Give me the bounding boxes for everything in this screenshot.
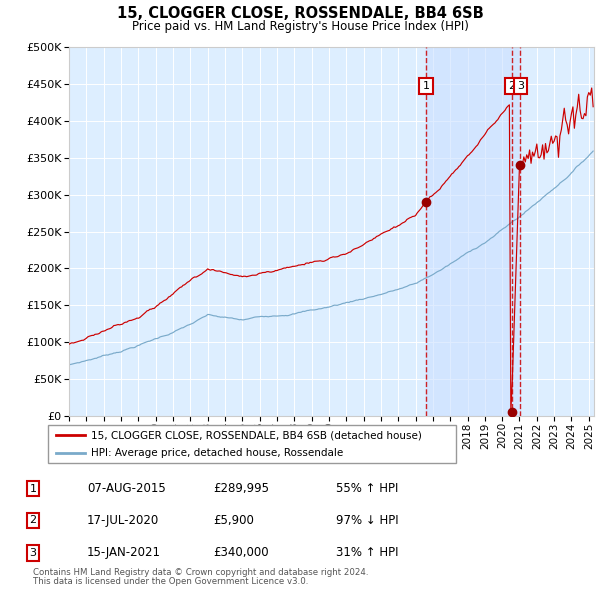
Text: 15-JAN-2021: 15-JAN-2021: [87, 546, 161, 559]
Text: 15, CLOGGER CLOSE, ROSSENDALE, BB4 6SB (detached house): 15, CLOGGER CLOSE, ROSSENDALE, BB4 6SB (…: [91, 430, 422, 440]
Text: 15, CLOGGER CLOSE, ROSSENDALE, BB4 6SB: 15, CLOGGER CLOSE, ROSSENDALE, BB4 6SB: [116, 6, 484, 21]
Text: Price paid vs. HM Land Registry's House Price Index (HPI): Price paid vs. HM Land Registry's House …: [131, 20, 469, 33]
FancyBboxPatch shape: [48, 425, 456, 463]
Text: £340,000: £340,000: [213, 546, 269, 559]
Text: 3: 3: [517, 81, 524, 91]
Text: HPI: Average price, detached house, Rossendale: HPI: Average price, detached house, Ross…: [91, 448, 343, 458]
Text: 17-JUL-2020: 17-JUL-2020: [87, 514, 159, 527]
Text: This data is licensed under the Open Government Licence v3.0.: This data is licensed under the Open Gov…: [33, 578, 308, 586]
Bar: [426, 47, 520, 416]
Text: £289,995: £289,995: [213, 482, 269, 495]
Text: £5,900: £5,900: [213, 514, 254, 527]
Text: 55% ↑ HPI: 55% ↑ HPI: [336, 482, 398, 495]
Text: Contains HM Land Registry data © Crown copyright and database right 2024.: Contains HM Land Registry data © Crown c…: [33, 568, 368, 577]
Text: 07-AUG-2015: 07-AUG-2015: [87, 482, 166, 495]
Text: 97% ↓ HPI: 97% ↓ HPI: [336, 514, 398, 527]
Text: 31% ↑ HPI: 31% ↑ HPI: [336, 546, 398, 559]
Text: 2: 2: [29, 516, 37, 525]
Text: 3: 3: [29, 548, 37, 558]
Text: 1: 1: [29, 484, 37, 493]
Text: 2: 2: [508, 81, 515, 91]
Text: 1: 1: [422, 81, 430, 91]
